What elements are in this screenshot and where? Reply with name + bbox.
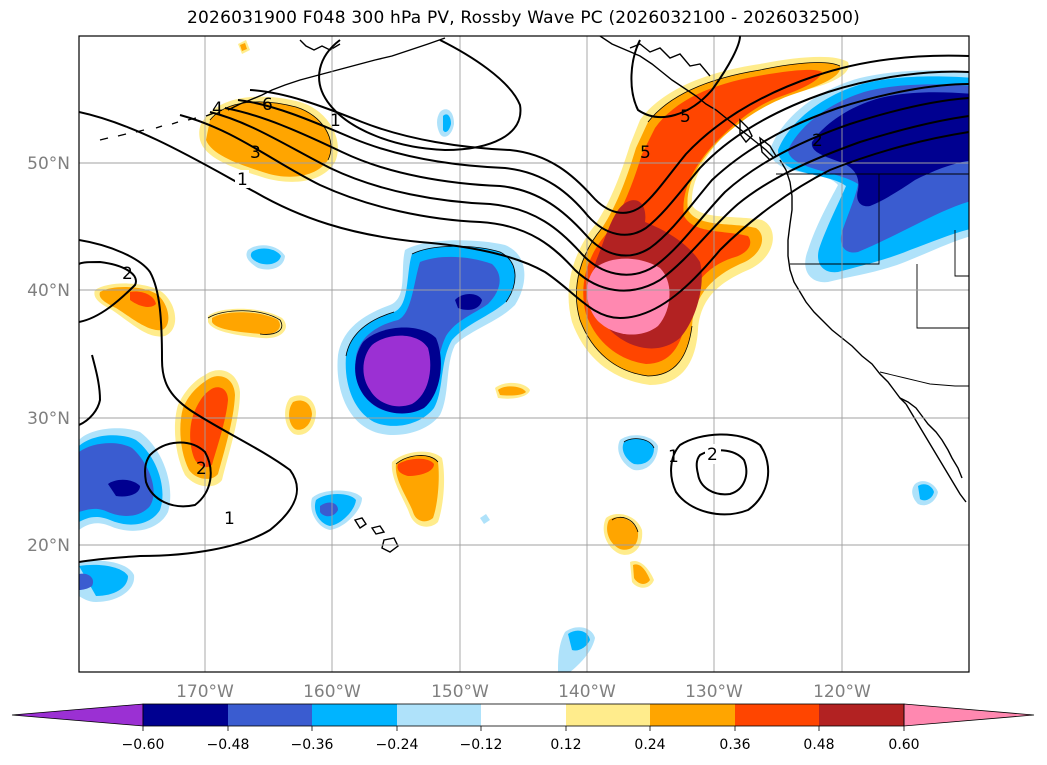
colorbar-tick-label: 0.48 [803, 737, 834, 753]
lon-label-170w: 170°W [176, 682, 234, 702]
colorbar: −0.60 −0.48 −0.36 −0.24 −0.12 0.12 0.24 … [11, 703, 1035, 753]
colorbar-bin [481, 704, 566, 726]
lat-label-40n: 40°N [27, 281, 70, 301]
lon-label-150w: 150°W [431, 682, 489, 702]
lon-label-140w: 140°W [558, 682, 616, 702]
contour-label: 1 [668, 447, 679, 467]
contour-label: 1 [330, 111, 341, 131]
colorbar-tick-label: −0.60 [122, 737, 165, 753]
negative-anomaly-west-pacific [79, 428, 171, 602]
colorbar-bin [819, 704, 904, 726]
lon-label-160w: 160°W [303, 682, 361, 702]
contour-labels: 1 2 3 4 5 6 1 2 2 1 2 1 5 [122, 95, 823, 529]
colorbar-tick-label: −0.48 [207, 737, 250, 753]
colorbar-tick-label: −0.24 [376, 737, 419, 753]
contour-label: 2 [812, 131, 823, 151]
contour-label: 1 [237, 170, 248, 190]
lon-label-130w: 130°W [685, 682, 743, 702]
lat-label-30n: 30°N [27, 409, 70, 429]
colorbar-tick-label: 0.60 [888, 737, 919, 753]
contour-label: 4 [212, 99, 223, 119]
lat-label-50n: 50°N [27, 154, 70, 174]
contour-label: 5 [640, 143, 651, 163]
borders [776, 173, 969, 387]
colorbar-extend-min [11, 703, 144, 727]
gridlines [79, 36, 969, 672]
colorbar-tick-label: 0.12 [550, 737, 581, 753]
colorbar-tick-label: 0.24 [634, 737, 665, 753]
map-area: 1 2 3 4 5 6 1 2 2 1 2 1 5 [79, 36, 969, 672]
contour-label: 2 [196, 459, 207, 479]
negative-anomaly-central-pacific [337, 240, 525, 435]
pv-contours [79, 36, 969, 563]
contour-label: 6 [262, 95, 273, 115]
colorbar-bin [735, 704, 819, 726]
lat-label-20n: 20°N [27, 536, 70, 556]
colorbar-bin [650, 704, 735, 726]
contour-label: 2 [122, 264, 133, 284]
longitude-labels: 170°W 160°W 150°W 140°W 130°W 120°W [176, 682, 871, 702]
map-frame [78, 35, 970, 673]
colorbar-tick-label: −0.12 [460, 737, 503, 753]
colorbar-tick-label: −0.36 [291, 737, 334, 753]
anomaly-outlines [207, 62, 841, 533]
contour-label: 3 [250, 143, 261, 163]
colorbar-bin [312, 704, 397, 726]
colorbar-bin [143, 704, 228, 726]
colorbar-bin [566, 704, 650, 726]
latitude-labels: 50°N 40°N 30°N 20°N [27, 154, 70, 556]
positive-anomaly-east-pacific [568, 56, 849, 386]
scattered-anomalies [94, 40, 938, 672]
contour-label: 2 [707, 445, 718, 465]
colorbar-extend-max [903, 703, 1035, 727]
colorbar-bin [228, 704, 312, 726]
map-title: 2026031900 F048 300 hPa PV, Rossby Wave … [187, 8, 860, 28]
colorbar-bin [397, 704, 481, 726]
contour-label: 1 [224, 509, 235, 529]
lon-label-120w: 120°W [813, 682, 871, 702]
colorbar-tick-label: 0.36 [719, 737, 750, 753]
contour-label: 5 [680, 107, 691, 127]
